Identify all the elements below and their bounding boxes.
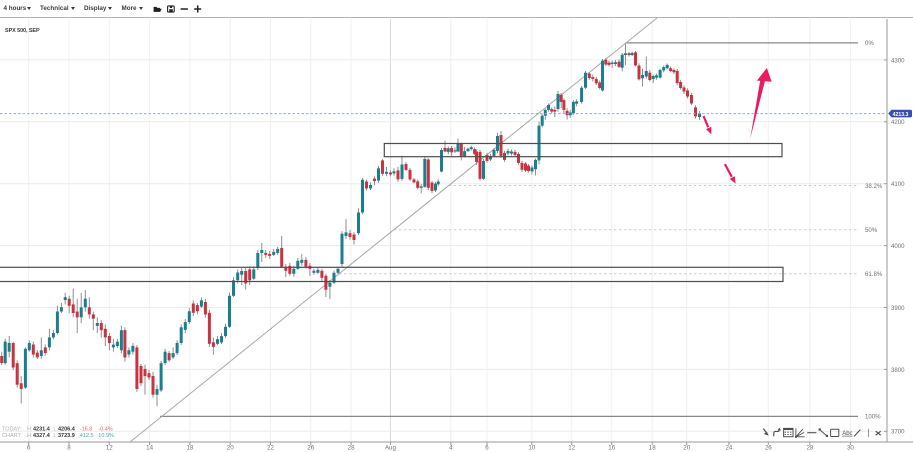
svg-text:4300: 4300 [891,57,905,64]
svg-text:4000: 4000 [891,243,905,250]
svg-text:10: 10 [528,445,535,452]
svg-text:TODAY:: TODAY: [2,426,22,432]
svg-text:412.5: 412.5 [80,433,94,439]
svg-text:3800: 3800 [891,367,905,374]
svg-text:4200: 4200 [891,119,905,126]
svg-text:20: 20 [227,445,234,452]
svg-text:4327.4: 4327.4 [33,433,51,439]
svg-text:0%: 0% [865,40,874,47]
svg-text:4: 4 [449,445,453,452]
svg-text:18: 18 [649,445,656,452]
svg-text:8: 8 [67,445,71,452]
svg-text:SPX 500, SEP: SPX 500, SEP [5,28,40,34]
svg-text:Aug: Aug [385,445,397,452]
svg-text:4231.4: 4231.4 [33,426,51,432]
svg-text:L:: L: [53,433,58,439]
svg-text:24: 24 [725,445,732,452]
svg-text:10.9%: 10.9% [98,433,114,439]
svg-text:26: 26 [765,445,772,452]
svg-text:6: 6 [485,445,489,452]
svg-text:Abc: Abc [842,431,852,437]
svg-text:4213.3: 4213.3 [893,112,909,118]
svg-text:12: 12 [106,445,113,452]
svg-text:-16.8: -16.8 [80,426,93,432]
svg-text:3900: 3900 [891,305,905,312]
svg-text:4100: 4100 [891,181,905,188]
svg-text:38.2%: 38.2% [865,183,883,190]
svg-text:CHART:: CHART: [2,433,22,439]
svg-text:14: 14 [146,445,153,452]
svg-text:26: 26 [307,445,314,452]
svg-text:61.8%: 61.8% [865,271,883,278]
svg-text:30: 30 [847,445,854,452]
svg-text:100%: 100% [865,414,881,421]
svg-text:18: 18 [186,445,193,452]
svg-text:3700: 3700 [891,429,905,436]
svg-text:6: 6 [27,445,31,452]
svg-text:H:: H: [27,426,33,432]
svg-text:3723.9: 3723.9 [58,433,75,439]
svg-text:H:: H: [27,433,33,439]
svg-text:50%: 50% [865,227,878,234]
svg-text:L:: L: [53,426,58,432]
svg-text:16: 16 [608,445,615,452]
svg-text:22: 22 [267,445,274,452]
svg-text:20: 20 [683,445,690,452]
svg-text:-0.4%: -0.4% [98,426,112,432]
svg-text:28: 28 [806,445,813,452]
svg-text:12: 12 [568,445,575,452]
svg-text:28: 28 [348,445,355,452]
svg-text:4206.4: 4206.4 [58,426,76,432]
